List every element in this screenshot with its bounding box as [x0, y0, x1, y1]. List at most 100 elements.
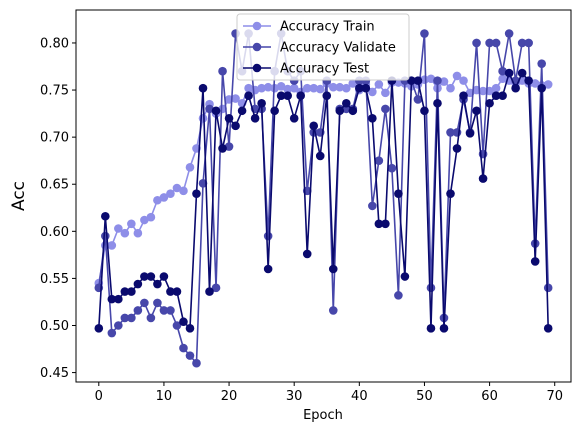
- data-point: [257, 98, 266, 108]
- data-point: [368, 114, 377, 123]
- data-point: [140, 272, 149, 281]
- data-point: [296, 91, 306, 100]
- data-point: [498, 74, 507, 84]
- data-point: [322, 91, 332, 100]
- data-point: [387, 163, 397, 173]
- data-point: [205, 287, 214, 296]
- data-point: [166, 189, 175, 198]
- data-point: [205, 104, 214, 114]
- data-point: [315, 151, 325, 161]
- data-point: [159, 306, 169, 315]
- data-point: [394, 291, 403, 300]
- data-point: [185, 351, 195, 360]
- data-point: [459, 91, 468, 100]
- data-point: [413, 76, 423, 85]
- data-point: [315, 84, 325, 94]
- data-point: [459, 76, 468, 85]
- data-point: [309, 83, 319, 93]
- data-point: [328, 264, 338, 274]
- legend-box: [236, 13, 410, 81]
- data-point: [198, 83, 208, 93]
- data-point: [179, 343, 188, 353]
- data-point: [374, 219, 384, 229]
- data-point: [452, 144, 462, 153]
- data-point: [172, 287, 182, 296]
- data-point: [335, 82, 345, 92]
- data-point: [348, 106, 358, 116]
- data-point: [146, 272, 156, 281]
- y-axis: 0.45 0.50 0.55 0.60 0.65 0.70 0.75 0.80: [40, 36, 76, 381]
- data-point: [276, 91, 286, 100]
- x-tick-label: 70: [546, 389, 563, 404]
- x-tick-label: 10: [156, 389, 173, 404]
- data-point: [342, 83, 351, 93]
- data-point: [309, 121, 319, 131]
- data-point: [517, 38, 527, 48]
- data-point: [270, 106, 279, 116]
- data-point: [107, 294, 117, 304]
- data-point: [211, 283, 221, 293]
- data-point: [517, 68, 527, 78]
- data-point: [107, 328, 117, 338]
- data-point: [218, 66, 227, 76]
- legend-label: Accuracy Train: [280, 20, 375, 35]
- data-point: [166, 306, 175, 315]
- data-point: [498, 66, 507, 76]
- y-axis-label: Acc: [9, 181, 29, 211]
- data-point: [439, 77, 449, 86]
- y-tick-label: 0.50: [40, 319, 69, 334]
- data-point: [530, 79, 540, 88]
- data-point: [192, 358, 201, 368]
- data-point: [504, 29, 514, 38]
- legend-item: Accuracy Validate: [243, 41, 396, 56]
- data-point: [446, 83, 455, 93]
- data-point: [120, 287, 130, 296]
- data-point: [491, 91, 501, 100]
- legend-label: Accuracy Validate: [280, 41, 396, 56]
- data-point: [302, 249, 312, 259]
- data-point: [381, 219, 390, 229]
- data-point: [159, 193, 169, 202]
- data-point: [361, 83, 371, 93]
- data-point: [420, 106, 429, 116]
- x-tick-label: 30: [286, 389, 303, 404]
- y-tick-label: 0.55: [40, 272, 69, 287]
- data-point: [263, 264, 273, 274]
- data-point: [153, 195, 162, 205]
- data-point: [420, 75, 429, 84]
- series-line: [98, 32, 549, 364]
- data-point: [433, 98, 442, 108]
- data-point: [263, 231, 273, 241]
- data-point: [446, 128, 455, 137]
- data-point: [328, 306, 338, 315]
- data-point: [465, 129, 475, 138]
- y-tick-label: 0.60: [40, 225, 69, 240]
- data-point: [153, 298, 162, 308]
- y-tick-label: 0.80: [40, 36, 69, 51]
- data-point: [120, 228, 130, 238]
- data-point: [342, 98, 351, 108]
- data-point: [101, 231, 110, 241]
- data-point: [368, 87, 377, 97]
- data-point: [355, 83, 364, 93]
- x-axis-label: Epoch: [303, 408, 343, 423]
- data-point: [133, 306, 143, 315]
- data-point: [537, 59, 546, 68]
- data-point: [504, 68, 514, 78]
- data-point: [478, 86, 488, 96]
- data-point: [192, 189, 201, 198]
- legend-item: Accuracy Train: [243, 20, 375, 35]
- data-point: [153, 279, 162, 289]
- data-point: [491, 38, 501, 48]
- data-point: [114, 224, 123, 233]
- y-tick-label: 0.75: [40, 84, 69, 99]
- data-point: [140, 298, 149, 308]
- data-point: [146, 313, 156, 323]
- data-point: [185, 324, 195, 333]
- data-point: [511, 83, 520, 93]
- data-point: [426, 324, 436, 333]
- data-point: [276, 81, 286, 91]
- data-point: [472, 38, 481, 48]
- data-point: [244, 91, 253, 100]
